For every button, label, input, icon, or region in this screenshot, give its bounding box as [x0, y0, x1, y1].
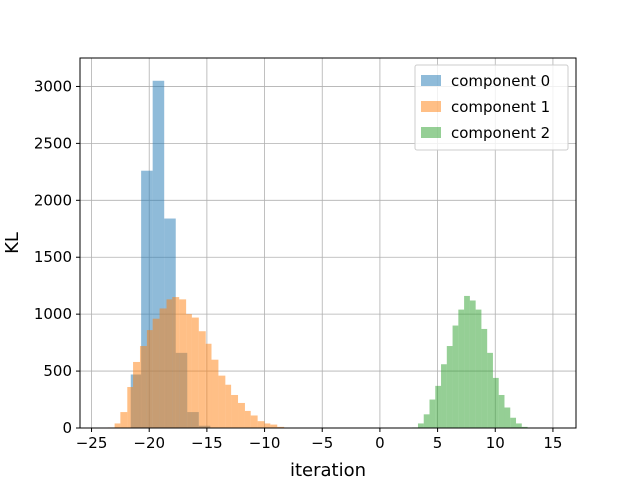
histogram-bar [516, 423, 522, 428]
histogram-bar [127, 387, 134, 428]
histogram-bar [464, 295, 470, 428]
histogram-bar [238, 402, 245, 428]
legend-label: component 2 [451, 124, 550, 142]
histogram-bar [205, 343, 212, 428]
histogram-bar [152, 80, 165, 429]
x-tick-label: 15 [543, 434, 562, 452]
histogram-bar [492, 377, 499, 428]
histogram-bar [139, 346, 147, 428]
histogram-bar [166, 299, 173, 428]
y-axis-label: KL [2, 232, 23, 254]
histogram-bar [120, 412, 128, 428]
histogram-bar [257, 421, 265, 428]
legend-label: component 1 [451, 98, 550, 116]
plot-area-frame [79, 57, 577, 429]
x-axis-label: iteration [290, 460, 366, 480]
legend-swatch [421, 101, 441, 112]
histogram-bar [458, 309, 465, 428]
histogram-bar [191, 317, 199, 428]
histogram-bar [141, 170, 153, 428]
x-tick-label: −5 [311, 434, 333, 452]
histogram-bar [510, 417, 517, 428]
histogram-bar [277, 426, 285, 428]
histogram-bar [211, 359, 219, 428]
x-axis-ticks: −25 −20 −15 −10 −5 0 5 10 15 [76, 428, 562, 452]
y-axis-ticks: 0 500 1000 1500 2000 2500 3000 [34, 77, 80, 437]
x-tick-label: −15 [191, 434, 223, 452]
y-tick-label: 1000 [34, 305, 72, 323]
histogram-bar [172, 297, 180, 428]
y-tick-label: 2500 [34, 134, 72, 152]
legend-label: component 0 [451, 72, 550, 90]
x-tick-label: −10 [249, 434, 281, 452]
histogram-bar [152, 318, 160, 428]
histogram-bar [498, 394, 505, 428]
histogram-bar [159, 308, 167, 428]
histogram-bar [198, 331, 206, 428]
histogram-bar [244, 410, 251, 428]
legend: component 0 component 1 component 2 [414, 64, 569, 151]
histogram-bar [446, 346, 453, 428]
histogram-bar [146, 330, 153, 428]
y-tick-label: 2000 [34, 191, 72, 209]
legend-swatch [421, 127, 441, 138]
series-2-bars [412, 295, 528, 428]
histogram-bar [481, 328, 488, 428]
histogram-bar [264, 423, 271, 428]
histogram-bar [250, 415, 258, 428]
histogram-bar [504, 407, 511, 428]
x-tick-label: 5 [433, 434, 443, 452]
histogram-bar [423, 414, 430, 428]
histogram-bar [475, 309, 482, 428]
histogram-bar [231, 394, 239, 428]
y-tick-label: 3000 [34, 77, 72, 95]
legend-swatch [421, 75, 441, 86]
histogram-bar [114, 423, 121, 428]
histogram-bar [435, 385, 442, 428]
y-tick-label: 1500 [34, 248, 72, 266]
y-tick-label: 0 [62, 419, 72, 437]
histogram-bar [225, 384, 232, 428]
histogram-bar [429, 399, 436, 428]
series-1-bars [107, 297, 285, 428]
histogram-bar [487, 352, 493, 428]
histogram-bar [270, 424, 278, 428]
y-tick-label: 500 [43, 362, 72, 380]
x-tick-label: −20 [133, 434, 165, 452]
histogram-bar [521, 426, 528, 428]
x-tick-label: 10 [486, 434, 505, 452]
x-tick-label: 0 [375, 434, 385, 452]
histogram-bar [186, 314, 192, 428]
x-tick-label: −25 [76, 434, 108, 452]
histogram-bar [469, 300, 476, 428]
histogram-bar [218, 375, 226, 428]
histogram-bar [133, 361, 140, 428]
histogram-bar [179, 299, 187, 428]
legend-frame [414, 64, 569, 151]
histogram-bar [441, 364, 447, 428]
histogram-bar [417, 423, 424, 428]
histogram-bar [452, 325, 459, 428]
bars [107, 80, 528, 429]
